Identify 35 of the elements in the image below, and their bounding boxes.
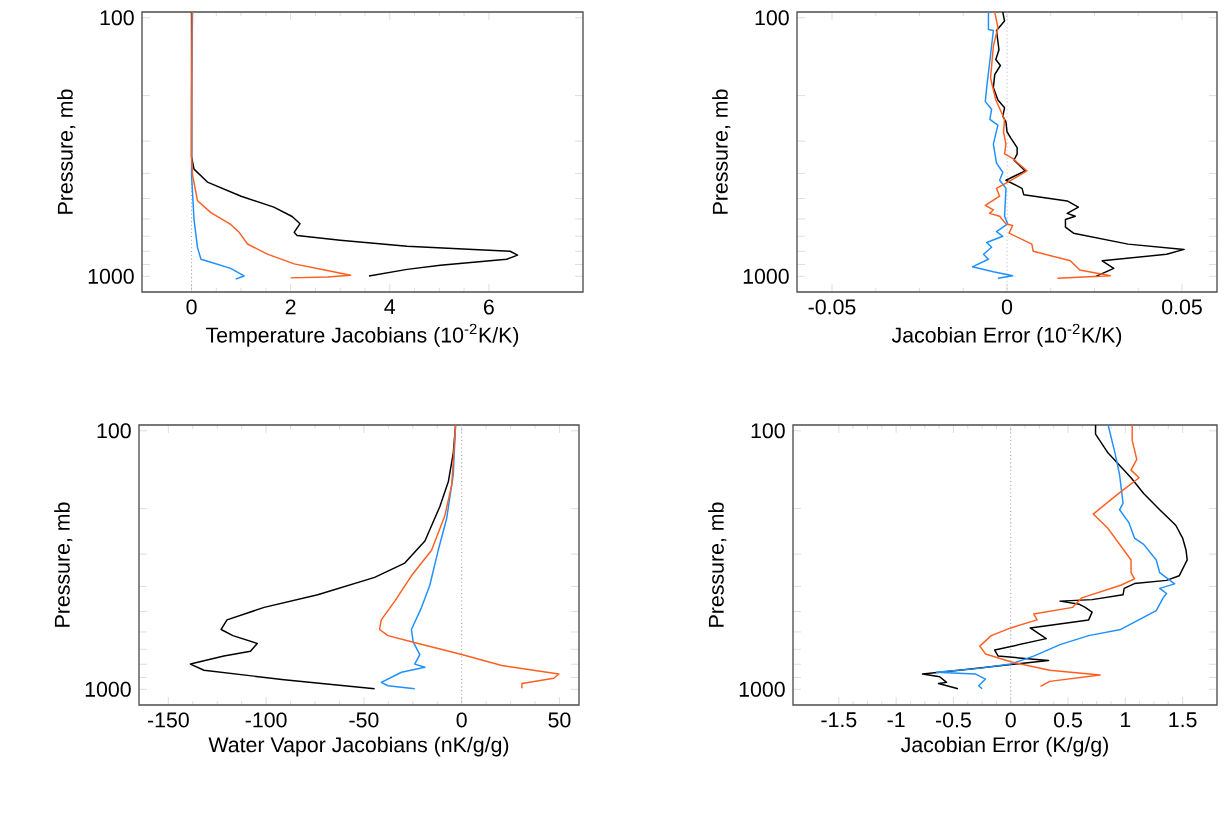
x-tick-label: 50 <box>548 712 571 728</box>
y-tick-label: 100 <box>751 423 785 439</box>
x-tick-label: 2 <box>285 299 296 315</box>
x-axis-title: Jacobian Error (K/g/g) <box>901 736 1108 757</box>
x-tick-label: 6 <box>484 299 494 315</box>
y-tick-label: 1000 <box>88 268 134 284</box>
x-tick-label: -1.5 <box>821 712 857 728</box>
x-tick-label: 0 <box>1001 299 1013 315</box>
y-axis-title: Pressure, mb <box>57 89 76 214</box>
x-tick-label: 0 <box>186 299 197 315</box>
y-tick-label: 1000 <box>743 268 789 284</box>
x-tick-label: 1 <box>1121 712 1131 728</box>
x-tick-label: -1 <box>887 712 905 728</box>
x-tick-label: -0.5 <box>936 712 971 728</box>
y-tick-label: 1000 <box>85 681 131 697</box>
x-tick-label: 0 <box>1005 712 1016 728</box>
y-axis-title: Pressure, mb <box>708 502 727 627</box>
x-tick-label: 0 <box>456 712 467 728</box>
x-tick-label: -0.05 <box>808 299 856 315</box>
x-axis-title: Water Vapor Jacobians (nK/g/g) <box>208 736 509 757</box>
x-axis-title: Temperature Jacobians (10$^{-2}$K/K) <box>206 323 519 347</box>
x-tick-label: 1.5 <box>1169 712 1197 728</box>
y-tick-label: 100 <box>97 423 131 439</box>
x-tick-label: 0.5 <box>1054 712 1082 728</box>
y-axis-title: Pressure, mb <box>712 89 731 214</box>
y-tick-label: 1000 <box>739 681 785 697</box>
y-tick-label: 100 <box>755 10 789 26</box>
x-tick-label: 4 <box>384 299 396 315</box>
x-tick-label: -50 <box>349 712 379 728</box>
y-axis-title: Pressure, mb <box>54 502 73 627</box>
x-tick-label: -150 <box>147 712 189 728</box>
x-axis-title: Jacobian Error (10$^{-2}$K/K) <box>891 323 1122 347</box>
x-tick-label: -100 <box>245 712 287 728</box>
y-tick-label: 100 <box>100 10 134 26</box>
x-tick-label: 0.05 <box>1162 299 1202 315</box>
